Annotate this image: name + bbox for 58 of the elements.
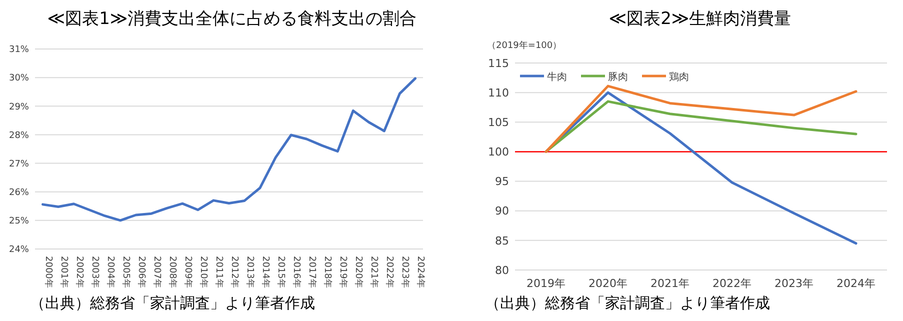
x-tick-label: 2024年 — [836, 277, 876, 290]
y-tick-label: 80 — [495, 264, 509, 277]
line-series — [544, 84, 858, 153]
y-tick-label: 30% — [8, 74, 30, 84]
y-tick-label: 28% — [8, 130, 30, 141]
x-tick-label: 2016年 — [291, 256, 302, 288]
y-tick-label: 31% — [8, 45, 30, 56]
x-tick-label: 2022年 — [384, 256, 396, 288]
x-tick-label: 2001年 — [58, 256, 70, 288]
y-tick-label: 95 — [495, 175, 509, 188]
x-tick-label: 2019年 — [526, 277, 566, 290]
x-tick-label: 2023年 — [400, 256, 411, 288]
x-tick-label: 2003年 — [89, 256, 100, 288]
y-tick-label: 115 — [488, 56, 509, 70]
x-tick-label: 2006年 — [136, 256, 147, 288]
text: （出典）総務省「家計調査」より筆者作成 — [485, 294, 770, 312]
x-tick-label: 2021年 — [650, 277, 690, 290]
x-tick-label: 2005年 — [120, 256, 132, 288]
y-tick-label: 26% — [8, 188, 30, 198]
x-tick-label: 2017年 — [306, 256, 318, 288]
line-series — [42, 77, 416, 222]
x-tick-label: 2019年 — [338, 256, 349, 288]
legend-label: 鶏肉 — [669, 71, 689, 83]
y-tick-label: 24% — [8, 245, 30, 256]
x-tick-label: 2024年 — [415, 256, 426, 288]
y-tick-label: 27% — [8, 159, 30, 170]
y-tick-label: 90 — [495, 204, 509, 218]
y-axis-title: （2019年=100） — [487, 40, 562, 51]
x-tick-label: 2007年 — [151, 256, 162, 288]
x-tick-label: 2000年 — [42, 256, 54, 288]
legend-label: 牛肉 — [547, 71, 567, 83]
x-tick-label: 2014年 — [260, 256, 272, 288]
x-tick-label: 2020年 — [588, 277, 628, 290]
x-tick-label: 2002年 — [74, 256, 85, 288]
x-tick-label: 2013年 — [244, 256, 256, 288]
chart-title: ≪図表1≫消費支出全体に占める食料支出の割合 — [47, 9, 417, 29]
y-tick-label: 85 — [495, 234, 509, 248]
x-tick-label: 2018年 — [322, 256, 334, 288]
chart-title: ≪図表2≫生鮮肉消費量 — [608, 9, 792, 29]
y-tick-label: 110 — [488, 86, 509, 100]
x-tick-label: 2012年 — [229, 256, 240, 288]
x-tick-label: 2010年 — [198, 256, 209, 288]
line-series — [544, 100, 858, 153]
x-tick-label: 2021年 — [368, 256, 380, 288]
y-tick-label: 100 — [488, 146, 509, 159]
y-tick-label: 105 — [488, 116, 509, 129]
y-tick-label: 29% — [8, 102, 30, 112]
x-tick-label: 2015年 — [276, 256, 287, 288]
x-tick-label: 2008年 — [166, 256, 178, 288]
x-tick-label: 2009年 — [182, 256, 194, 288]
x-tick-label: 2004年 — [104, 256, 116, 288]
text: （出典）総務省「家計調査」より筆者作成 — [30, 294, 315, 312]
x-tick-label: 2022年 — [712, 277, 752, 290]
x-tick-label: 2011年 — [213, 256, 224, 288]
x-tick-label: 2023年 — [774, 277, 814, 290]
legend-label: 豚肉 — [608, 72, 628, 83]
y-tick-label: 25% — [8, 216, 30, 227]
x-tick-label: 2020年 — [353, 256, 364, 288]
